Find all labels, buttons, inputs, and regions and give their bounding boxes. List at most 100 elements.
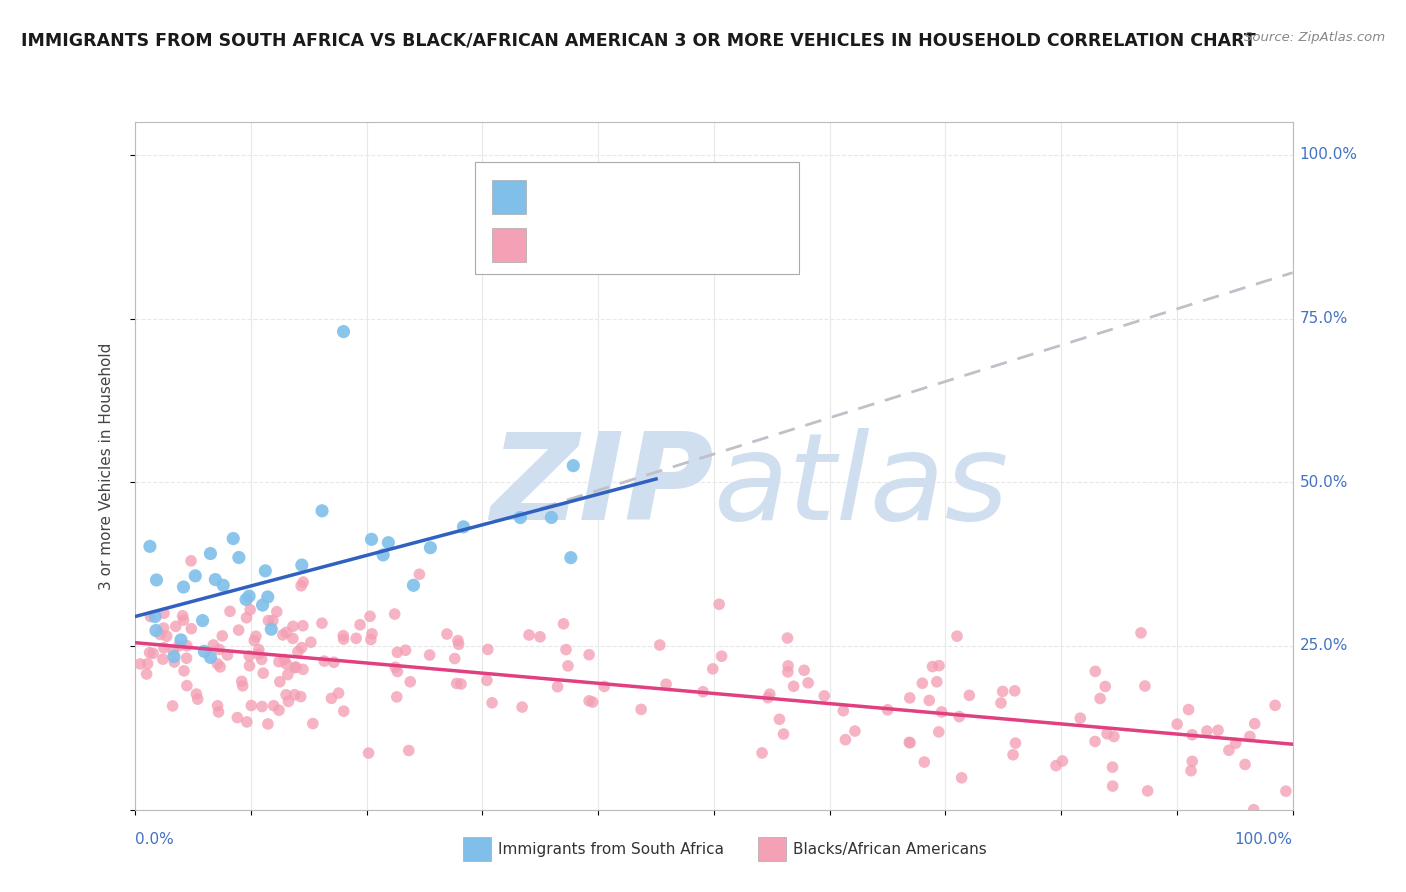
Point [321, 691, 343, 706]
Point [256, 590, 278, 604]
Point [250, 699, 273, 714]
Point [240, 698, 263, 713]
Point [477, 642, 499, 657]
Point [152, 621, 174, 635]
Point [176, 679, 198, 693]
Point [768, 712, 790, 726]
Point [692, 685, 714, 699]
Point [208, 642, 231, 657]
Point [756, 690, 779, 705]
Point [162, 643, 184, 657]
Point [384, 607, 406, 621]
Point [191, 614, 214, 628]
Text: R = -0.682   N = 198: R = -0.682 N = 198 [536, 234, 735, 252]
Point [217, 648, 239, 662]
Point [184, 569, 207, 583]
Point [290, 579, 312, 593]
Point [252, 598, 274, 612]
Point [911, 676, 934, 690]
Point [1102, 730, 1125, 744]
Point [509, 510, 531, 524]
Point [238, 589, 260, 603]
Point [357, 746, 380, 760]
Point [257, 717, 280, 731]
Text: IMMIGRANTS FROM SOUTH AFRICA VS BLACK/AFRICAN AMERICAN 3 OR MORE VEHICLES IN HOU: IMMIGRANTS FROM SOUTH AFRICA VS BLACK/AF… [21, 31, 1256, 49]
Point [813, 689, 835, 703]
Point [578, 694, 600, 708]
Point [328, 686, 350, 700]
Point [385, 690, 408, 704]
Point [231, 674, 253, 689]
Point [211, 629, 233, 643]
Point [162, 698, 184, 713]
Point [291, 558, 314, 572]
Point [793, 663, 815, 677]
Text: Blacks/African Americans: Blacks/African Americans [793, 842, 987, 857]
Point [1094, 680, 1116, 694]
Point [250, 652, 273, 666]
Point [219, 604, 242, 618]
Point [238, 648, 260, 663]
Point [553, 616, 575, 631]
Text: Source: ZipAtlas.com: Source: ZipAtlas.com [1244, 31, 1385, 45]
Point [1084, 734, 1107, 748]
Point [153, 640, 176, 655]
Point [290, 690, 312, 704]
Point [266, 605, 288, 619]
Point [156, 629, 179, 643]
Point [187, 692, 209, 706]
Point [262, 614, 284, 628]
Point [1069, 711, 1091, 725]
Point [782, 679, 804, 693]
Point [238, 658, 260, 673]
Point [170, 632, 193, 647]
Point [560, 550, 582, 565]
Point [555, 642, 578, 657]
Point [292, 662, 315, 676]
Point [332, 704, 354, 718]
Point [152, 652, 174, 666]
Point [291, 619, 314, 633]
Point [269, 674, 291, 689]
Point [360, 533, 382, 547]
Point [419, 541, 441, 555]
Point [921, 659, 943, 673]
Point [1130, 625, 1153, 640]
Point [918, 693, 941, 707]
Point [284, 660, 307, 674]
Point [387, 645, 409, 659]
Point [257, 614, 280, 628]
Point [135, 667, 157, 681]
Point [1177, 702, 1199, 716]
Point [254, 564, 277, 578]
Point [212, 578, 235, 592]
Point [931, 705, 953, 719]
Point [344, 632, 367, 646]
Point [1181, 755, 1204, 769]
Point [898, 690, 921, 705]
Point [402, 578, 425, 592]
Point [235, 592, 257, 607]
Point [136, 657, 159, 671]
Point [204, 573, 226, 587]
Point [772, 727, 794, 741]
Point [948, 709, 970, 723]
Point [776, 631, 799, 645]
Point [377, 535, 399, 549]
Point [547, 680, 569, 694]
Point [408, 567, 430, 582]
Point [180, 554, 202, 568]
Point [292, 575, 315, 590]
Point [447, 637, 470, 651]
Point [129, 657, 152, 671]
Point [898, 736, 921, 750]
Point [239, 603, 262, 617]
Point [277, 667, 299, 681]
Point [778, 658, 800, 673]
Point [1239, 730, 1261, 744]
Point [207, 698, 229, 713]
Point [925, 674, 948, 689]
Point [446, 676, 468, 690]
Point [274, 688, 297, 702]
Point [384, 660, 406, 674]
